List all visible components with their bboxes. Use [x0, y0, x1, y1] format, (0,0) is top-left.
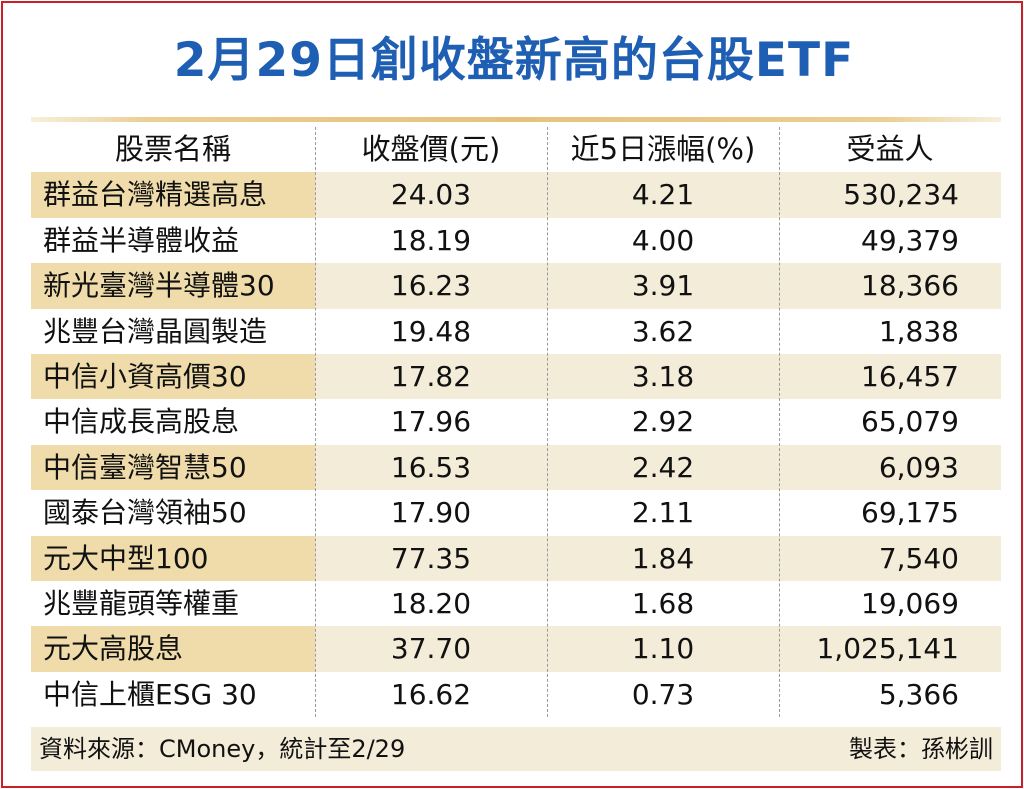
cell-beneficiaries: 65,079: [861, 405, 959, 439]
column-divider: [779, 127, 780, 717]
cell-close-price: 16.23: [390, 269, 472, 303]
cell-5day-change: 0.73: [631, 677, 695, 711]
table-row: 新光臺灣半導體30 16.23 3.91 18,366: [31, 263, 1001, 309]
cell-name: 兆豐台灣晶圓製造: [43, 314, 268, 348]
table-row: 兆豐台灣晶圓製造 19.48 3.62 1,838: [31, 309, 1001, 354]
table-row: 兆豐龍頭等權重 18.20 1.68 19,069: [31, 581, 1001, 626]
cell-close-price: 16.53: [390, 450, 472, 484]
cell-close-price: 16.62: [390, 677, 472, 711]
cell-close-price: 17.96: [390, 405, 472, 439]
cell-name: 中信上櫃ESG 30: [43, 677, 257, 711]
cell-5day-change: 1.84: [631, 541, 695, 575]
cell-close-price: 18.20: [390, 586, 472, 620]
cell-5day-change: 2.11: [631, 496, 695, 530]
cell-close-price: 77.35: [390, 541, 472, 575]
table-row: 國泰台灣領袖50 17.90 2.11 69,175: [31, 490, 1001, 535]
cell-close-price: 37.70: [390, 632, 472, 666]
cell-close-price: 17.90: [390, 496, 472, 530]
header-5day-change: 近5日漲幅(%): [570, 132, 756, 166]
cell-name: 中信臺灣智慧50: [31, 444, 315, 491]
cell-5day-change: 1.10: [631, 632, 695, 666]
cell-name: 中信成長高股息: [43, 405, 240, 439]
cell-5day-change: 3.18: [631, 359, 695, 393]
cell-close-price: 17.82: [390, 359, 472, 393]
footer: 資料來源：CMoney，統計至2/29 製表：孫彬訓: [31, 727, 1001, 771]
table-row: 群益台灣精選高息 24.03 4.21 530,234: [31, 172, 1001, 218]
table-row: 群益半導體收益 18.19 4.00 49,379: [31, 218, 1001, 263]
cell-beneficiaries: 7,540: [878, 541, 959, 575]
cell-name: 新光臺灣半導體30: [31, 263, 315, 309]
column-divider: [547, 127, 548, 717]
cell-name: 群益台灣精選高息: [31, 172, 315, 218]
cell-beneficiaries: 19,069: [861, 586, 959, 620]
title-underline: [31, 117, 1001, 122]
table-row: 中信上櫃ESG 30 16.62 0.73 5,366: [31, 672, 1001, 717]
cell-close-price: 24.03: [390, 178, 472, 212]
cell-name: 元大高股息: [31, 626, 315, 672]
cell-beneficiaries: 1,838: [878, 314, 959, 348]
cell-name: 元大中型100: [31, 535, 315, 581]
cell-beneficiaries: 6,093: [878, 450, 959, 484]
cell-beneficiaries: 5,366: [878, 677, 959, 711]
cell-beneficiaries: 530,234: [843, 178, 959, 212]
table-row: 元大高股息 37.70 1.10 1,025,141: [31, 626, 1001, 672]
cell-beneficiaries: 49,379: [861, 223, 959, 257]
cell-close-price: 18.19: [390, 223, 472, 257]
cell-name: 中信小資高價30: [31, 353, 315, 400]
column-divider: [315, 127, 316, 717]
cell-beneficiaries: 69,175: [861, 496, 959, 530]
source-note: 資料來源：CMoney，統計至2/29: [39, 735, 406, 763]
table-header: 股票名稱 收盤價(元) 近5日漲幅(%) 受益人: [31, 127, 1001, 172]
maker-credit: 製表：孫彬訓: [849, 735, 993, 763]
header-beneficiaries: 受益人: [846, 132, 934, 166]
cell-5day-change: 3.62: [631, 314, 695, 348]
table-row: 中信小資高價30 17.82 3.18 16,457: [31, 353, 1001, 400]
header-name: 股票名稱: [114, 132, 231, 166]
table-row: 元大中型100 77.35 1.84 7,540: [31, 535, 1001, 581]
cell-close-price: 19.48: [390, 314, 472, 348]
cell-5day-change: 2.92: [631, 405, 695, 439]
cell-beneficiaries: 18,366: [861, 269, 959, 303]
table-row: 中信成長高股息 17.96 2.92 65,079: [31, 399, 1001, 444]
cell-5day-change: 2.42: [631, 450, 695, 484]
cell-beneficiaries: 16,457: [861, 359, 959, 393]
header-close-price: 收盤價(元): [361, 132, 501, 166]
cell-beneficiaries: 1,025,141: [816, 632, 959, 666]
cell-name: 群益半導體收益: [43, 223, 240, 257]
table-row: 中信臺灣智慧50 16.53 2.42 6,093: [31, 444, 1001, 491]
cell-5day-change: 1.68: [631, 586, 695, 620]
etf-table: 股票名稱 收盤價(元) 近5日漲幅(%) 受益人 群益台灣精選高息 24.03 4.…: [31, 127, 1001, 717]
cell-name: 國泰台灣領袖50: [43, 496, 247, 530]
cell-5day-change: 4.21: [631, 178, 695, 212]
cell-5day-change: 3.91: [631, 269, 695, 303]
cell-5day-change: 4.00: [631, 223, 695, 257]
cell-name: 兆豐龍頭等權重: [43, 586, 240, 620]
chart-title: 2月29日創收盤新高的台股ETF: [173, 33, 855, 88]
